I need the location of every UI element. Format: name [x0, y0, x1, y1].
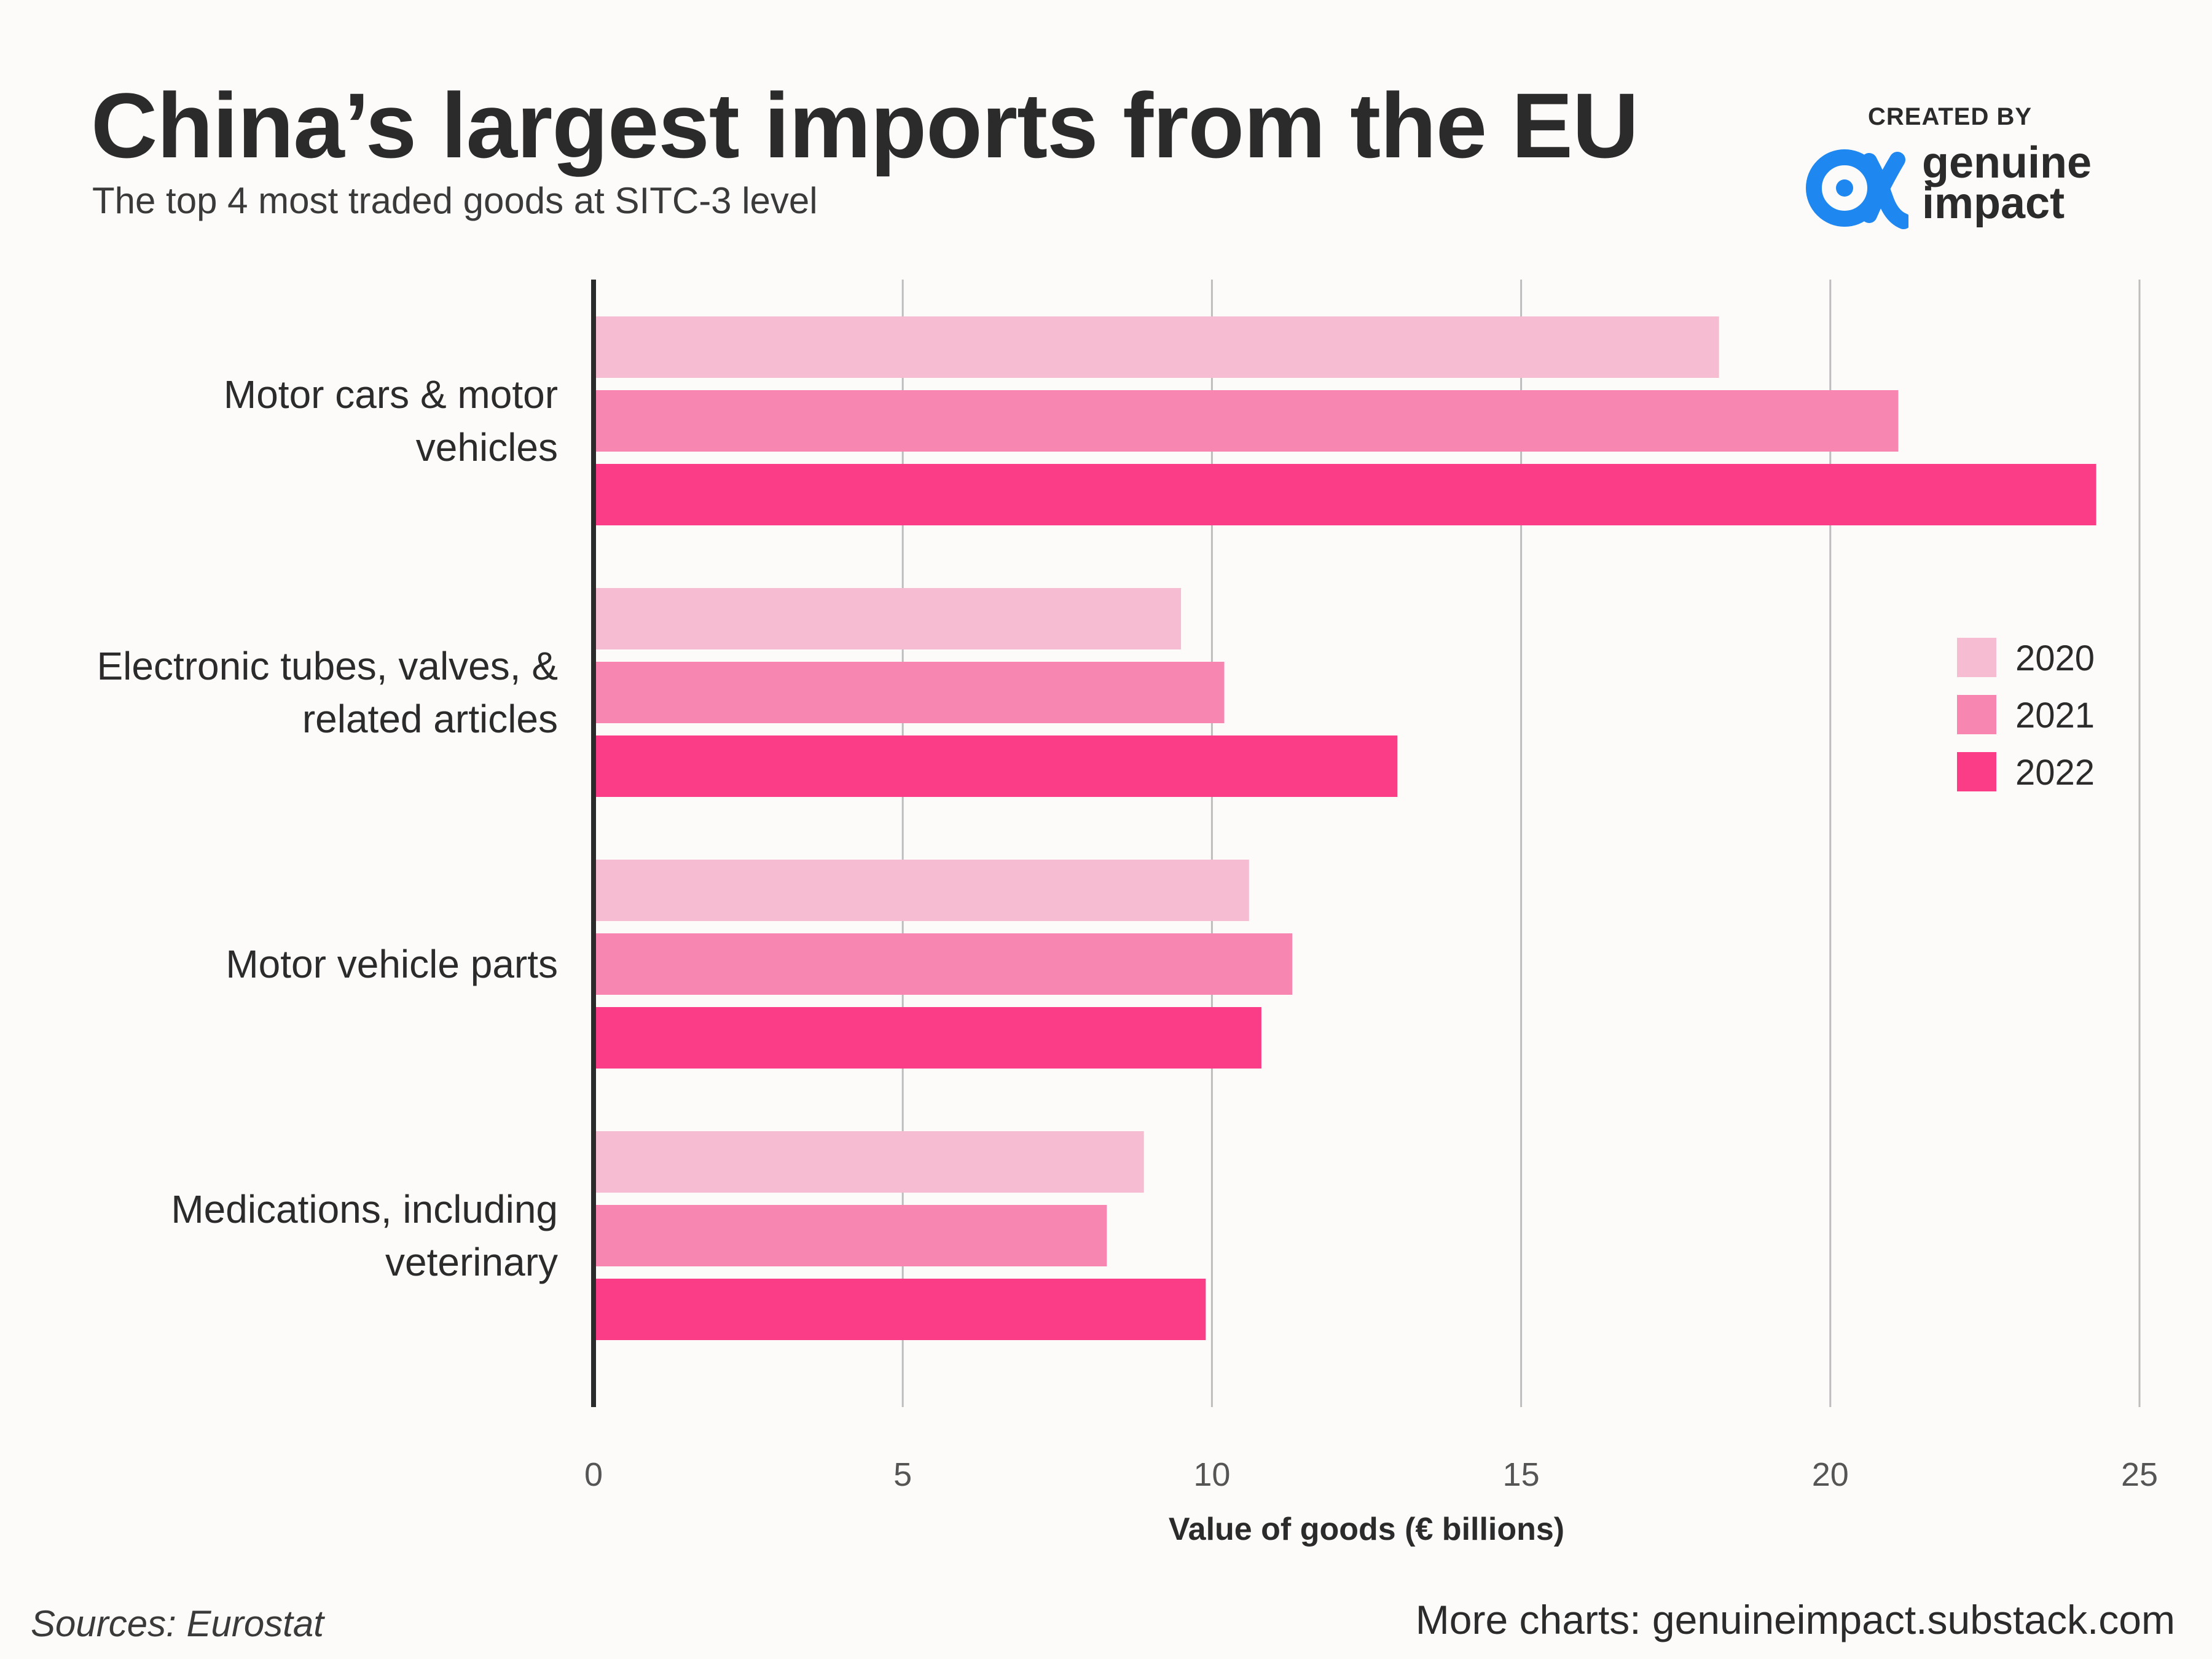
bar-2020-2	[594, 860, 1249, 921]
chart-title: China’s largest imports from the EU	[91, 74, 1639, 177]
logo-wordmark-line1: genuine	[1922, 138, 2092, 187]
created-by-label: CREATED BY	[1868, 103, 2033, 130]
category-label: Motor vehicle parts	[226, 942, 558, 986]
category-label: Motor cars & motor	[224, 372, 558, 417]
category-label: veterinary	[385, 1240, 558, 1284]
legend-swatch-2020	[1957, 638, 1996, 677]
category-label: related articles	[302, 697, 558, 741]
legend-label-2020: 2020	[2015, 638, 2095, 678]
bar-2020-1	[594, 588, 1182, 649]
bar-2022-0	[594, 464, 2096, 525]
x-tick-label: 20	[1812, 1456, 1849, 1493]
chart-subtitle: The top 4 most traded goods at SITC-3 le…	[92, 180, 818, 221]
category-label: Medications, including	[171, 1187, 558, 1231]
logo-wordmark: genuine impact	[1922, 138, 2092, 228]
genuine-impact-logo-icon	[1806, 149, 1908, 229]
legend-label-2022: 2022	[2015, 753, 2095, 793]
x-axis-title: Value of goods (€ billions)	[1169, 1512, 1564, 1547]
bar-2022-1	[594, 735, 1398, 797]
bar-2021-0	[594, 390, 1899, 452]
bar-2020-3	[594, 1131, 1144, 1193]
x-tick-label: 10	[1193, 1456, 1230, 1493]
x-tick-label: 5	[893, 1456, 912, 1493]
source-note: Sources: Eurostat	[31, 1603, 324, 1644]
bar-2022-2	[594, 1007, 1261, 1069]
category-label: Electronic tubes, valves, &	[96, 644, 558, 688]
more-charts-link[interactable]: More charts: genuineimpact.substack.com	[1415, 1597, 2175, 1642]
logo-wordmark-line2: impact	[1922, 179, 2065, 228]
bar-2020-0	[594, 316, 1719, 378]
category-label: vehicles	[416, 425, 558, 469]
legend-swatch-2021	[1957, 695, 1996, 734]
legend-label-2021: 2021	[2015, 696, 2095, 735]
x-tick-label: 0	[584, 1456, 603, 1493]
x-tick-label: 25	[2121, 1456, 2158, 1493]
bar-2021-1	[594, 662, 1225, 723]
legend-swatch-2022	[1957, 752, 1996, 791]
x-tick-label: 15	[1503, 1456, 1540, 1493]
bar-2021-3	[594, 1205, 1107, 1266]
bar-2022-3	[594, 1279, 1206, 1340]
bar-2021-2	[594, 933, 1293, 995]
